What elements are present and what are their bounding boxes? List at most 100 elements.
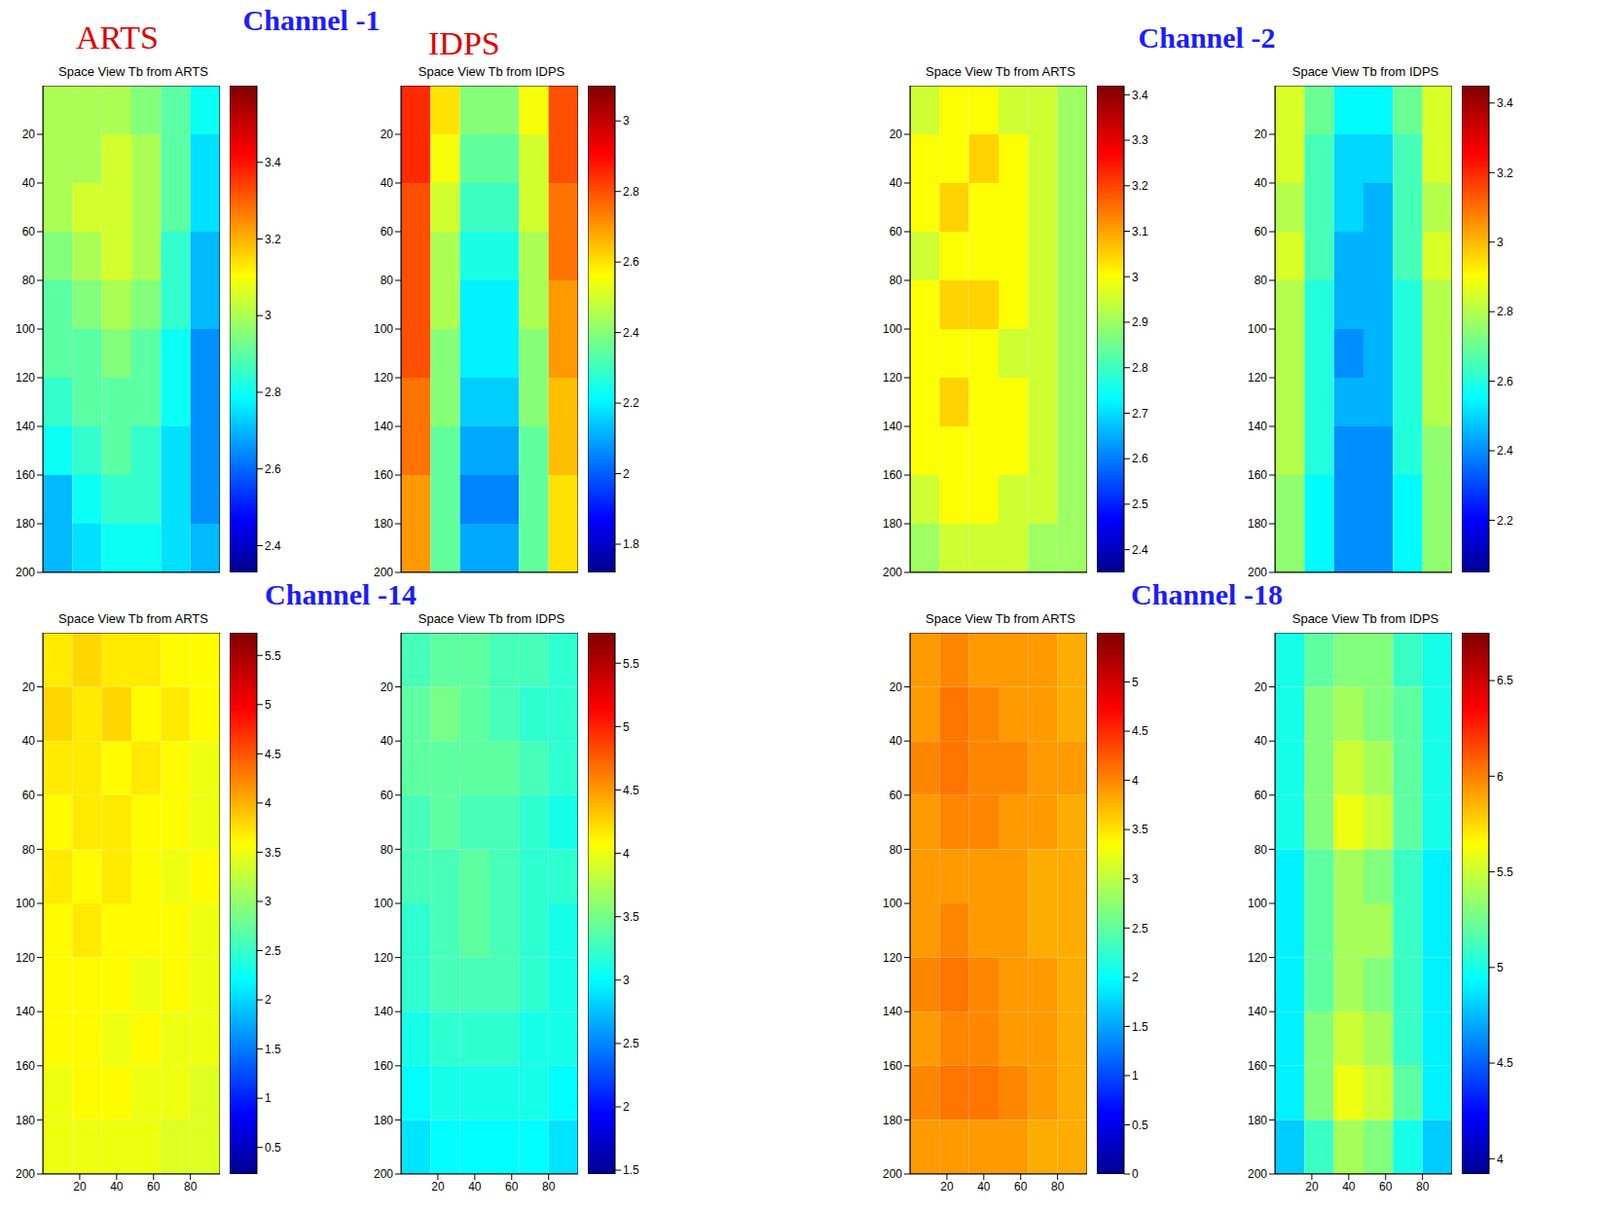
svg-text:20: 20	[940, 1179, 954, 1194]
svg-text:2: 2	[622, 467, 630, 481]
svg-text:140: 140	[15, 419, 36, 434]
svg-text:40: 40	[22, 733, 37, 748]
svg-text:2.2: 2.2	[622, 396, 640, 410]
svg-text:120: 120	[373, 370, 394, 385]
svg-text:200: 200	[15, 1166, 36, 1181]
svg-text:2.7: 2.7	[1131, 406, 1149, 421]
svg-text:80: 80	[380, 273, 395, 288]
svg-text:140: 140	[882, 1004, 903, 1019]
svg-text:80: 80	[889, 273, 904, 288]
svg-text:4: 4	[264, 796, 272, 810]
svg-text:180: 180	[882, 1113, 903, 1128]
svg-text:60: 60	[380, 788, 395, 802]
svg-text:200: 200	[1247, 1166, 1268, 1181]
svg-text:200: 200	[882, 565, 903, 580]
svg-text:80: 80	[542, 1179, 556, 1194]
svg-text:120: 120	[15, 950, 36, 965]
svg-text:3.3: 3.3	[1131, 133, 1149, 147]
svg-text:4.5: 4.5	[1131, 724, 1149, 738]
svg-text:160: 160	[882, 468, 903, 482]
svg-text:1.5: 1.5	[1131, 1019, 1149, 1034]
svg-text:160: 160	[882, 1058, 903, 1073]
svg-text:60: 60	[380, 224, 395, 239]
svg-text:180: 180	[373, 1113, 394, 1128]
svg-text:120: 120	[1247, 370, 1268, 385]
svg-text:5: 5	[622, 720, 630, 734]
svg-text:100: 100	[1247, 896, 1268, 910]
svg-text:2.6: 2.6	[1131, 451, 1149, 466]
svg-text:20: 20	[431, 1179, 445, 1194]
svg-text:2.9: 2.9	[1131, 315, 1149, 329]
svg-text:140: 140	[1247, 1004, 1268, 1019]
svg-text:60: 60	[22, 224, 37, 239]
svg-text:3: 3	[1131, 270, 1139, 285]
svg-text:140: 140	[15, 1004, 36, 1019]
svg-text:200: 200	[373, 1166, 394, 1181]
svg-text:60: 60	[22, 788, 37, 802]
svg-text:80: 80	[1051, 1179, 1065, 1194]
svg-text:0: 0	[1131, 1166, 1139, 1181]
svg-text:20: 20	[22, 680, 37, 694]
svg-text:2.4: 2.4	[622, 326, 640, 340]
svg-text:140: 140	[373, 419, 394, 434]
svg-text:1.5: 1.5	[264, 1042, 282, 1056]
svg-text:4.5: 4.5	[622, 783, 640, 798]
svg-text:40: 40	[380, 733, 395, 748]
svg-text:20: 20	[380, 680, 395, 694]
svg-text:20: 20	[72, 1179, 87, 1194]
svg-text:0.5: 0.5	[264, 1140, 282, 1155]
svg-text:40: 40	[889, 176, 904, 190]
svg-text:180: 180	[15, 1113, 36, 1128]
svg-text:5: 5	[1131, 675, 1139, 690]
svg-text:5.5: 5.5	[622, 656, 640, 671]
svg-text:40: 40	[889, 733, 904, 748]
svg-text:40: 40	[380, 176, 395, 190]
svg-text:80: 80	[22, 273, 37, 288]
svg-text:40: 40	[1254, 733, 1269, 748]
svg-text:80: 80	[889, 842, 904, 857]
svg-text:120: 120	[15, 370, 36, 385]
svg-text:200: 200	[15, 565, 36, 580]
svg-text:2.8: 2.8	[264, 385, 282, 400]
svg-text:20: 20	[889, 680, 904, 694]
svg-text:20: 20	[22, 127, 37, 142]
svg-text:2.5: 2.5	[1131, 921, 1149, 936]
svg-text:140: 140	[1247, 419, 1268, 434]
svg-text:20: 20	[1254, 680, 1269, 694]
svg-text:2.4: 2.4	[1131, 543, 1149, 557]
svg-text:3: 3	[1496, 235, 1504, 250]
svg-text:120: 120	[373, 950, 394, 965]
svg-text:4: 4	[1131, 773, 1139, 788]
svg-text:6: 6	[1496, 769, 1504, 784]
svg-text:40: 40	[1342, 1179, 1356, 1194]
svg-text:100: 100	[373, 896, 394, 910]
svg-text:180: 180	[373, 516, 394, 531]
svg-text:60: 60	[889, 788, 904, 802]
svg-text:200: 200	[882, 1166, 903, 1181]
svg-text:160: 160	[15, 468, 36, 482]
svg-text:160: 160	[1247, 468, 1268, 482]
svg-text:180: 180	[1247, 1113, 1268, 1128]
svg-text:40: 40	[468, 1179, 482, 1194]
svg-text:100: 100	[15, 896, 36, 910]
svg-text:2.4: 2.4	[1496, 443, 1514, 458]
svg-text:5.5: 5.5	[264, 649, 282, 663]
svg-text:2.8: 2.8	[622, 184, 640, 199]
svg-text:100: 100	[882, 896, 903, 910]
svg-text:3.2: 3.2	[1496, 166, 1514, 181]
svg-text:180: 180	[1247, 516, 1268, 531]
svg-text:180: 180	[882, 516, 903, 531]
svg-text:2.8: 2.8	[1496, 304, 1514, 319]
svg-text:3.2: 3.2	[264, 232, 282, 247]
svg-text:40: 40	[1254, 176, 1269, 190]
svg-text:60: 60	[505, 1179, 519, 1194]
svg-text:20: 20	[380, 127, 395, 142]
svg-text:3: 3	[622, 973, 630, 987]
svg-text:1: 1	[264, 1090, 272, 1105]
svg-text:20: 20	[1305, 1179, 1319, 1194]
svg-text:3: 3	[264, 308, 272, 323]
svg-text:1: 1	[1131, 1068, 1139, 1083]
svg-text:140: 140	[882, 419, 903, 434]
svg-text:3.5: 3.5	[1131, 822, 1149, 837]
svg-text:60: 60	[1379, 1179, 1393, 1194]
